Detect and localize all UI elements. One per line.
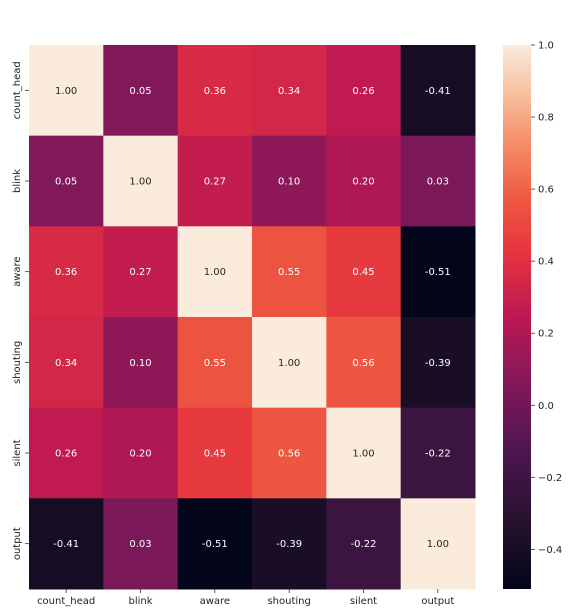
x-axis: count_head blink aware shouting silent output	[37, 589, 454, 607]
heatmap-cell-1-4	[326, 135, 402, 227]
heatmap-cell-2-2	[177, 226, 253, 318]
x-tick-label-2: aware	[200, 596, 230, 607]
cell-value-5-4: -0.22	[351, 539, 377, 550]
heatmap-cell-2-4	[326, 226, 402, 318]
cell-value-1-3: 0.10	[278, 177, 300, 188]
cell-value-4-3: 0.56	[278, 449, 300, 460]
cell-value-1-0: 0.05	[55, 177, 77, 188]
colorbar-tick-label-6: −0.2	[538, 473, 562, 484]
heatmap-cell-5-2	[177, 498, 253, 590]
colorbar-tick-label-1: 0.8	[538, 113, 554, 124]
x-tick-label-4: silent	[350, 596, 377, 607]
cell-value-3-2: 0.55	[204, 358, 226, 369]
heatmap-cell-4-3	[252, 407, 327, 499]
y-tick-label-3: shouting	[12, 341, 23, 384]
heatmap-cell-5-4	[326, 498, 402, 590]
heatmap-cell-1-1	[103, 135, 179, 227]
cell-value-2-5: -0.51	[425, 267, 451, 278]
cell-value-5-1: 0.03	[129, 539, 151, 550]
x-tick-label-0: count_head	[37, 596, 95, 607]
cell-value-1-4: 0.20	[352, 177, 374, 188]
cell-value-5-0: -0.41	[53, 539, 79, 550]
cell-value-2-2: 1.00	[204, 267, 226, 278]
heatmap-cell-3-0	[29, 317, 104, 409]
cell-value-0-3: 0.34	[278, 86, 300, 97]
heatmap-cell-2-3	[252, 226, 327, 318]
cell-value-0-0: 1.00	[55, 86, 77, 97]
heatmap-cell-4-2	[177, 407, 253, 499]
heatmap-cell-2-0	[29, 226, 104, 318]
cell-value-5-2: -0.51	[202, 539, 228, 550]
heatmap-cell-5-0	[29, 498, 104, 590]
cell-value-4-4: 1.00	[352, 449, 374, 460]
cell-value-3-4: 0.56	[352, 358, 374, 369]
heatmap-cell-3-3	[252, 317, 327, 409]
cell-value-3-1: 0.10	[129, 358, 151, 369]
heatmap-cell-2-1	[103, 226, 179, 318]
x-tick-label-5: output	[421, 596, 454, 607]
colorbar-tick-label-7: −0.4	[538, 545, 562, 556]
heatmap-cell-0-3	[252, 45, 327, 137]
heatmap-cell-3-4	[326, 317, 402, 409]
cell-value-2-0: 0.36	[55, 267, 77, 278]
heatmap-cell-0-2	[177, 45, 253, 137]
colorbar-tick-label-2: 0.6	[538, 185, 554, 196]
heatmap-cell-5-1	[103, 498, 179, 590]
colorbar-tick-label-5: 0.0	[538, 401, 554, 412]
cell-value-0-5: -0.41	[425, 86, 451, 97]
cell-value-2-3: 0.55	[278, 267, 300, 278]
heatmap-cell-1-0	[29, 135, 104, 227]
cell-value-1-2: 0.27	[204, 177, 226, 188]
colorbar: 1.0 0.8 0.6 0.4 0.2 0.0 −0.2 −0.4	[503, 41, 562, 589]
heatmap-cell-5-3	[252, 498, 327, 590]
heatmap-cell-4-4	[326, 407, 402, 499]
y-tick-label-2: aware	[12, 256, 23, 286]
cell-value-0-4: 0.26	[352, 86, 374, 97]
y-tick-label-1: blink	[12, 169, 23, 193]
cell-value-3-5: -0.39	[425, 358, 451, 369]
heatmap-cell-1-5	[400, 135, 476, 227]
heatmap-cell-4-1	[103, 407, 179, 499]
cell-value-0-2: 0.36	[204, 86, 226, 97]
heatmap-cell-0-4	[326, 45, 402, 137]
cell-value-2-4: 0.45	[352, 267, 374, 278]
heatmap-cell-0-1	[103, 45, 179, 137]
colorbar-tick-label-4: 0.2	[538, 329, 554, 340]
y-tick-label-5: output	[12, 527, 23, 560]
heatmap-cell-1-3	[252, 135, 327, 227]
heatmap-cell-4-5	[400, 407, 476, 499]
heatmap-cell-3-2	[177, 317, 253, 409]
cell-value-5-5: 1.00	[427, 539, 449, 550]
cell-value-4-0: 0.26	[55, 449, 77, 460]
colorbar-gradient	[503, 45, 531, 589]
cell-value-4-1: 0.20	[129, 449, 151, 460]
cell-value-4-5: -0.22	[425, 449, 451, 460]
heatmap-cell-1-2	[177, 135, 253, 227]
cell-value-1-1: 1.00	[129, 177, 151, 188]
x-tick-label-3: shouting	[267, 596, 310, 607]
heatmap-cells: 1.00 0.05 0.36 0.34 0.26 -0.41 0.05 1.00 0.27 0.1…	[29, 45, 476, 590]
heatmap-cell-3-1	[103, 317, 179, 409]
heatmap-cell-0-0	[29, 45, 104, 137]
y-tick-label-4: silent	[12, 439, 23, 466]
cell-value-3-0: 0.34	[55, 358, 77, 369]
heatmap-cell-2-5	[400, 226, 476, 318]
cell-value-4-2: 0.45	[204, 449, 226, 460]
heatmap-cell-3-5	[400, 317, 476, 409]
colorbar-tick-label-0: 1.0	[538, 41, 554, 52]
cell-value-0-1: 0.05	[129, 86, 151, 97]
y-tick-label-0: count_head	[12, 61, 23, 119]
x-tick-label-1: blink	[128, 596, 152, 607]
cell-value-3-3: 1.00	[278, 358, 300, 369]
heatmap-cell-4-0	[29, 407, 104, 499]
cell-value-5-3: -0.39	[276, 539, 302, 550]
cell-value-2-1: 0.27	[129, 267, 151, 278]
cell-value-1-5: 0.03	[427, 177, 449, 188]
heatmap-cell-5-5	[400, 498, 476, 590]
colorbar-tick-label-3: 0.4	[538, 257, 554, 268]
heatmap-cell-0-5	[400, 45, 476, 137]
